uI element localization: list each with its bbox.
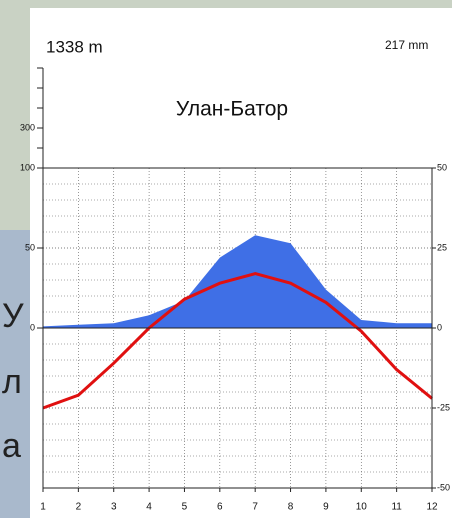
x-tick-label: 7 [252, 502, 258, 513]
y-tick-label: 300 [20, 122, 35, 132]
chart-title: Улан-Батор [176, 98, 288, 121]
x-tick-label: 2 [76, 502, 82, 513]
x-tick-label: 10 [356, 502, 368, 513]
y-tick-label: 100 [20, 162, 35, 172]
x-tick-label: 9 [323, 502, 329, 513]
x-tick-label: 3 [111, 502, 117, 513]
annual-precipitation: 217 mm [385, 38, 428, 52]
y2-tick-label: -50 [437, 482, 450, 492]
x-tick-label: 8 [288, 502, 294, 513]
x-tick-label: 1 [40, 502, 46, 513]
x-tick-label: 6 [217, 502, 223, 513]
x-tick-label: 11 [391, 502, 402, 513]
y2-tick-label: 25 [437, 242, 447, 252]
temperature-line [42, 272, 433, 410]
precipitation-area [43, 235, 432, 328]
elevation: 1338 m [46, 37, 103, 56]
x-tick-label: 5 [182, 502, 188, 513]
y2-tick-label: 50 [437, 162, 447, 172]
y-tick-label: 50 [25, 242, 35, 252]
y2-tick-label: -25 [437, 402, 450, 412]
y-tick-label: 0 [30, 322, 35, 332]
slide-text: а [2, 427, 21, 465]
slide-text: У [2, 297, 24, 335]
y2-tick-label: 0 [437, 322, 442, 332]
x-tick-label: 12 [426, 502, 438, 513]
x-tick-label: 4 [146, 502, 152, 513]
slide-text: л [2, 363, 22, 401]
